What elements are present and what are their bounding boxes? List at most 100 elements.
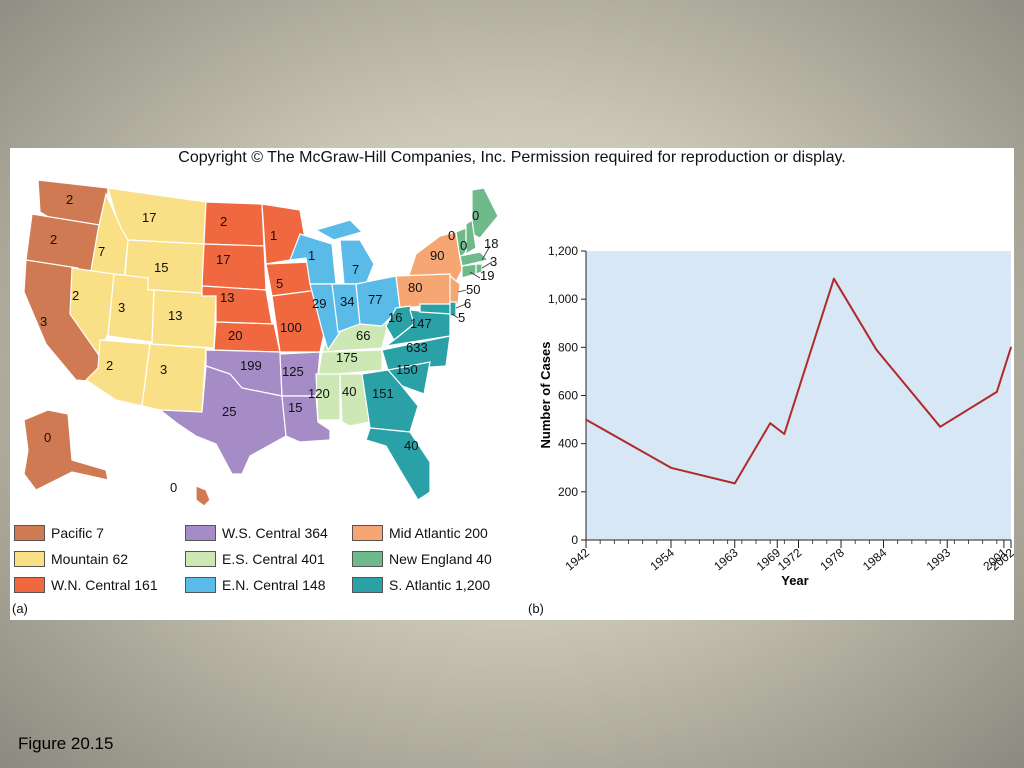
num-nd: 2: [220, 214, 227, 229]
legend-swatch: [14, 525, 45, 541]
num-tn: 175: [336, 350, 358, 365]
leader-line-ma: [481, 245, 491, 261]
data-point: [996, 391, 998, 393]
num-vt: 0: [448, 228, 455, 243]
data-point: [670, 466, 672, 469]
y-axis-label: Number of Cases: [538, 342, 553, 449]
legend-swatch: [352, 551, 383, 567]
leader-line-md: [451, 313, 459, 319]
num-ri: 3: [490, 254, 497, 269]
legend-swatch: [352, 525, 383, 541]
num-ut: 3: [118, 300, 125, 315]
num-nh: 0: [460, 238, 467, 253]
legend-label: E.N. Central 148: [222, 577, 326, 593]
state-nc: [381, 335, 451, 371]
leader-line-de: [455, 303, 467, 309]
num-mt: 17: [142, 210, 156, 225]
num-mo: 100: [280, 320, 302, 335]
num-nm: 3: [160, 362, 167, 377]
state-ak: [23, 409, 109, 491]
plot-area: [586, 251, 1011, 540]
num-mi: 7: [352, 262, 359, 277]
data-point: [783, 433, 786, 435]
num-in: 34: [340, 294, 354, 309]
state-ct: [461, 263, 477, 279]
legend-swatch: [14, 551, 45, 567]
legend-label: W.N. Central 161: [51, 577, 158, 593]
state-nd: [203, 201, 265, 247]
state-nj: [449, 274, 461, 307]
legend-label: E.S. Central 401: [222, 551, 325, 567]
num-de: 6: [464, 296, 471, 311]
legend-label: Mid Atlantic 200: [389, 525, 488, 541]
num-wi: 1: [308, 248, 315, 263]
panel-a-label: (a): [12, 601, 28, 616]
state-de: [449, 301, 457, 317]
x-tick-label: 1942: [562, 545, 592, 573]
num-mn: 1: [270, 228, 277, 243]
y-tick-label: 600: [558, 389, 578, 403]
y-axis: 0 200 400 600 800 1,000 1,200: [548, 244, 587, 547]
num-or: 2: [50, 232, 57, 247]
num-nc: 633: [406, 340, 428, 355]
us-region-map: 2 2 3 0 0 17 7 15 2 3 13 2 3 2 17 13 20 …: [23, 179, 499, 507]
state-nm: [141, 343, 207, 413]
num-ks: 20: [228, 328, 242, 343]
num-sd: 17: [216, 252, 230, 267]
num-ok: 199: [240, 358, 262, 373]
legend-label: Pacific 7: [51, 525, 104, 541]
state-ms: [315, 373, 341, 421]
y-tick-label: 1,200: [548, 244, 578, 258]
y-tick-label: 800: [558, 340, 578, 354]
num-ny: 90: [430, 248, 444, 263]
state-mi-up: [314, 219, 364, 241]
state-tn: [317, 349, 383, 377]
x-tick-label: 1993: [924, 545, 954, 573]
state-al: [339, 373, 371, 427]
data-point: [875, 348, 878, 351]
num-co: 13: [168, 308, 182, 323]
num-ky: 66: [356, 328, 370, 343]
num-wy: 15: [154, 260, 168, 275]
state-ks: [213, 321, 281, 353]
num-ar: 125: [282, 364, 304, 379]
num-fl: 40: [404, 438, 418, 453]
num-ma: 18: [484, 236, 498, 251]
x-tick-label: 1984: [860, 545, 890, 573]
legend-swatch: [14, 577, 45, 593]
num-md: 5: [458, 310, 465, 325]
state-nh: [465, 218, 477, 256]
state-fl: [365, 427, 431, 501]
series-layer: [585, 277, 1012, 485]
num-wa: 2: [66, 192, 73, 207]
state-hi: [195, 485, 211, 507]
num-nv: 2: [72, 288, 79, 303]
y-tick-label: 1,000: [548, 292, 578, 306]
legend-label: New England 40: [389, 551, 492, 567]
num-pa: 80: [408, 280, 422, 295]
num-me: 0: [472, 208, 479, 223]
x-tick-label: 1972: [775, 545, 805, 573]
state-co: [151, 289, 217, 349]
num-hi: 0: [170, 480, 177, 495]
num-wv: 16: [388, 310, 402, 325]
legend-swatch: [352, 577, 383, 593]
state-sd: [201, 243, 267, 291]
copyright-notice: Copyright © The McGraw-Hill Companies, I…: [178, 149, 846, 166]
num-ne: 13: [220, 290, 234, 305]
num-ms: 120: [308, 386, 330, 401]
data-point: [1010, 346, 1012, 349]
data-point: [585, 418, 587, 421]
legend-swatch: [185, 525, 216, 541]
num-id: 7: [98, 244, 105, 259]
x-tick-label: 1978: [817, 545, 847, 573]
state-il: [309, 283, 341, 352]
num-az: 2: [106, 358, 113, 373]
state-ma: [459, 251, 490, 267]
state-la: [281, 395, 331, 443]
leader-line-nj: [457, 289, 467, 293]
num-ct: 19: [480, 268, 494, 283]
num-il: 29: [312, 296, 326, 311]
